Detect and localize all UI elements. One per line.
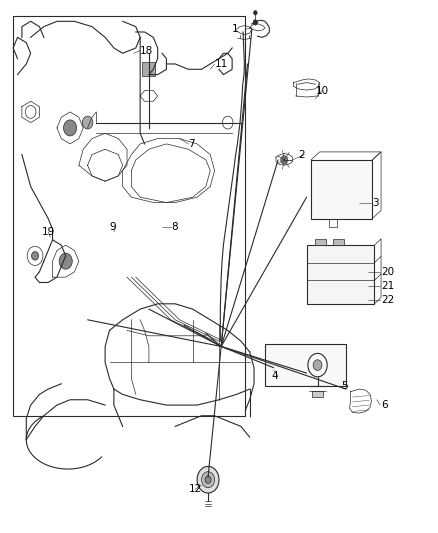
Circle shape xyxy=(32,252,39,260)
Text: 9: 9 xyxy=(110,222,116,231)
Circle shape xyxy=(64,120,77,136)
Bar xyxy=(311,160,372,219)
Circle shape xyxy=(205,476,211,483)
Text: 18: 18 xyxy=(140,46,153,55)
Text: 2: 2 xyxy=(298,150,304,159)
Bar xyxy=(312,391,323,397)
Circle shape xyxy=(59,253,72,269)
Text: 3: 3 xyxy=(372,198,379,207)
Circle shape xyxy=(281,156,288,164)
Bar xyxy=(333,239,344,245)
Text: 1: 1 xyxy=(232,25,239,34)
Text: 11: 11 xyxy=(215,59,228,69)
Text: 7: 7 xyxy=(188,139,195,149)
Text: 22: 22 xyxy=(381,295,394,304)
Text: 20: 20 xyxy=(381,267,394,277)
Text: 5: 5 xyxy=(342,382,348,391)
Circle shape xyxy=(313,360,322,370)
Text: 6: 6 xyxy=(381,400,388,410)
Bar xyxy=(142,62,155,76)
Circle shape xyxy=(197,466,219,493)
Circle shape xyxy=(253,20,258,25)
Bar xyxy=(307,245,374,304)
Text: 8: 8 xyxy=(171,222,177,231)
Bar xyxy=(315,239,326,245)
Text: 19: 19 xyxy=(42,227,55,237)
Circle shape xyxy=(82,116,93,129)
Text: 4: 4 xyxy=(272,371,278,381)
Text: 21: 21 xyxy=(381,281,394,291)
Bar xyxy=(265,344,346,386)
Text: 10: 10 xyxy=(315,86,328,95)
Circle shape xyxy=(254,11,257,15)
Circle shape xyxy=(201,472,215,488)
Text: 12: 12 xyxy=(188,484,201,494)
